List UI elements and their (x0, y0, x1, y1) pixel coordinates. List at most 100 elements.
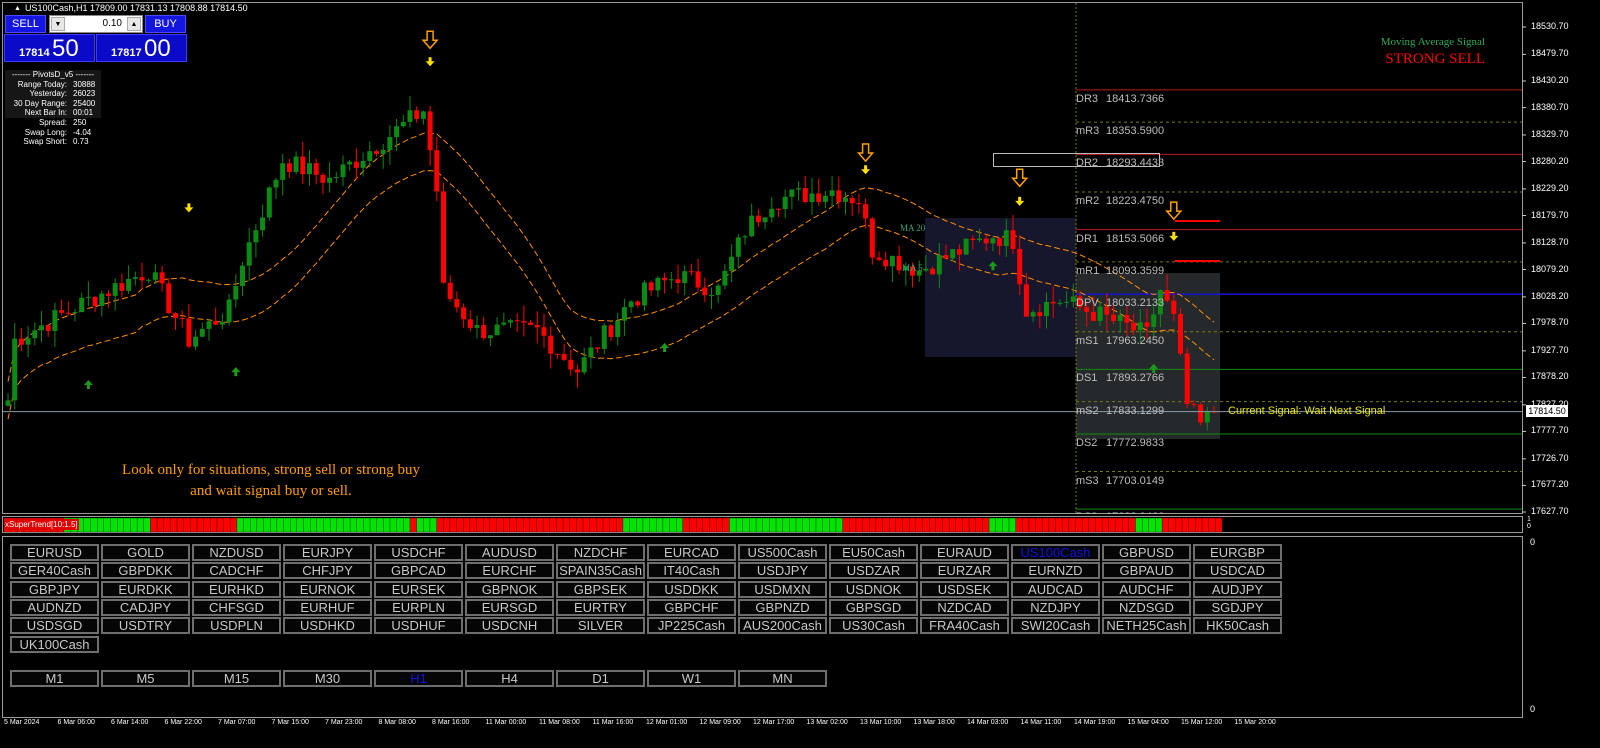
candle-body (789, 189, 795, 197)
symbol-panel-subwindow (2, 536, 1523, 718)
symbol-button-nzdchf[interactable]: NZDCHF (556, 544, 645, 561)
supertrend-bar (656, 517, 664, 533)
candle-body (883, 259, 889, 267)
symbol-button-usdnok[interactable]: USDNOK (829, 580, 918, 598)
symbol-button-nzdusd[interactable]: NZDUSD (192, 544, 281, 561)
timeframe-button-mn[interactable]: MN (738, 670, 827, 687)
buy-price-button[interactable]: 17817 00 (96, 34, 187, 62)
pivot-label-ms3: mS3 17703.0149 (1076, 475, 1164, 487)
lot-decrease-button[interactable]: ▼ (51, 17, 65, 31)
symbol-button-usdhuf[interactable]: USDHUF (374, 617, 463, 635)
symbol-button-eurgbp[interactable]: EURGBP (1193, 544, 1282, 561)
symbol-button-eurtry[interactable]: EURTRY (556, 598, 645, 616)
symbol-button-usdcad[interactable]: USDCAD (1193, 562, 1282, 580)
symbol-button-eurnok[interactable]: EURNOK (283, 580, 372, 598)
symbol-button-us30cash[interactable]: US30Cash (829, 617, 918, 635)
timeframe-button-m30[interactable]: M30 (283, 670, 372, 687)
symbol-button-hk50cash[interactable]: HK50Cash (1193, 617, 1282, 635)
timeframe-button-h1[interactable]: H1 (374, 670, 463, 687)
symbol-button-usdchf[interactable]: USDCHF (374, 544, 463, 561)
symbol-button-audjpy[interactable]: AUDJPY (1193, 580, 1282, 598)
symbol-button-eurdkk[interactable]: EURDKK (101, 580, 190, 598)
symbol-button-chfsgd[interactable]: CHFSGD (192, 598, 281, 616)
buy-button[interactable]: BUY (145, 15, 186, 33)
timeframe-button-h4[interactable]: H4 (465, 670, 554, 687)
symbol-button-neth25cash[interactable]: NETH25Cash (1102, 617, 1191, 635)
selected-object-outline[interactable] (993, 153, 1160, 167)
main-chart-frame[interactable] (2, 2, 1523, 514)
symbol-button-gbpsgd[interactable]: GBPSGD (829, 598, 918, 616)
symbol-button-eurhuf[interactable]: EURHUF (283, 598, 372, 616)
symbol-button-fra40cash[interactable]: FRA40Cash (920, 617, 1009, 635)
timeframe-button-m5[interactable]: M5 (101, 670, 190, 687)
symbol-button-gbpchf[interactable]: GBPCHF (647, 598, 736, 616)
symbol-button-ger40cash[interactable]: GER40Cash (10, 562, 99, 580)
symbol-button-nzdcad[interactable]: NZDCAD (920, 598, 1009, 616)
symbol-button-silver[interactable]: SILVER (556, 617, 645, 635)
symbol-button-nzdsgd[interactable]: NZDSGD (1102, 598, 1191, 616)
timeframe-button-m15[interactable]: M15 (192, 670, 281, 687)
symbol-button-uk100cash[interactable]: UK100Cash (10, 635, 99, 653)
symbol-button-gbpnok[interactable]: GBPNOK (465, 580, 554, 598)
symbol-button-cadjpy[interactable]: CADJPY (101, 598, 190, 616)
symbol-button-nzdjpy[interactable]: NZDJPY (1011, 598, 1100, 616)
timeframe-button-m1[interactable]: M1 (10, 670, 99, 687)
symbol-button-usdzar[interactable]: USDZAR (829, 562, 918, 580)
symbol-button-usddkk[interactable]: USDDKK (647, 580, 736, 598)
symbol-button-us100cash[interactable]: US100Cash (1011, 544, 1100, 561)
symbol-button-eurhkd[interactable]: EURHKD (192, 580, 281, 598)
symbol-button-usdsek[interactable]: USDSEK (920, 580, 1009, 598)
lot-value[interactable]: 0.10 (102, 18, 122, 29)
symbol-button-sgdjpy[interactable]: SGDJPY (1193, 598, 1282, 616)
symbol-button-audnzd[interactable]: AUDNZD (10, 598, 99, 616)
supertrend-bar (150, 517, 158, 533)
symbol-button-usdhkd[interactable]: USDHKD (283, 617, 372, 635)
symbol-button-chfjpy[interactable]: CHFJPY (283, 562, 372, 580)
timeframe-button-d1[interactable]: D1 (556, 670, 645, 687)
symbol-button-spain35cash[interactable]: SPAIN35Cash (556, 562, 645, 580)
symbol-button-eu50cash[interactable]: EU50Cash (829, 544, 918, 561)
price-axis-tick: 18430.20 (1531, 74, 1569, 85)
symbol-button-gbpdkk[interactable]: GBPDKK (101, 562, 190, 580)
symbol-button-usdsgd[interactable]: USDSGD (10, 617, 99, 635)
symbol-button-eurpln[interactable]: EURPLN (374, 598, 463, 616)
symbol-button-eurnzd[interactable]: EURNZD (1011, 562, 1100, 580)
lot-increase-button[interactable]: ▲ (127, 17, 141, 31)
symbol-button-eurjpy[interactable]: EURJPY (283, 544, 372, 561)
symbol-button-gold[interactable]: GOLD (101, 544, 190, 561)
symbol-button-eursgd[interactable]: EURSGD (465, 598, 554, 616)
symbol-button-usdtry[interactable]: USDTRY (101, 617, 190, 635)
symbol-button-eurusd[interactable]: EURUSD (10, 544, 99, 561)
symbol-button-usdpln[interactable]: USDPLN (192, 617, 281, 635)
lot-size-input[interactable]: ▼ 0.10 ▲ (49, 15, 143, 33)
symbol-button-gbpcad[interactable]: GBPCAD (374, 562, 463, 580)
symbol-button-eurzar[interactable]: EURZAR (920, 562, 1009, 580)
timeframe-button-w1[interactable]: W1 (647, 670, 736, 687)
symbol-button-usdmxn[interactable]: USDMXN (738, 580, 827, 598)
symbol-button-eurcad[interactable]: EURCAD (647, 544, 736, 561)
symbol-button-gbpjpy[interactable]: GBPJPY (10, 580, 99, 598)
sell-button[interactable]: SELL (5, 15, 46, 33)
symbol-button-gbpsek[interactable]: GBPSEK (556, 580, 645, 598)
sell-price-button[interactable]: 17814 50 (4, 34, 95, 62)
symbol-button-jp225cash[interactable]: JP225Cash (647, 617, 736, 635)
symbol-button-us500cash[interactable]: US500Cash (738, 544, 827, 561)
candle-body (280, 163, 286, 180)
symbol-button-audchf[interactable]: AUDCHF (1102, 580, 1191, 598)
symbol-button-cadchf[interactable]: CADCHF (192, 562, 281, 580)
symbol-button-audcad[interactable]: AUDCAD (1011, 580, 1100, 598)
symbol-button-gbpnzd[interactable]: GBPNZD (738, 598, 827, 616)
symbol-button-euraud[interactable]: EURAUD (920, 544, 1009, 561)
symbol-button-aus200cash[interactable]: AUS200Cash (738, 617, 827, 635)
symbol-button-usdjpy[interactable]: USDJPY (738, 562, 827, 580)
symbol-button-it40cash[interactable]: IT40Cash (647, 562, 736, 580)
symbol-button-usdcnh[interactable]: USDCNH (465, 617, 554, 635)
symbol-button-eurchf[interactable]: EURCHF (465, 562, 554, 580)
symbol-button-audusd[interactable]: AUDUSD (465, 544, 554, 561)
symbol-button-gbpaud[interactable]: GBPAUD (1102, 562, 1191, 580)
symbol-button-swi20cash[interactable]: SWI20Cash (1011, 617, 1100, 635)
symbol-button-eursek[interactable]: EURSEK (374, 580, 463, 598)
pivot-info-key: Next Bar In: (24, 108, 67, 118)
symbol-button-gbpusd[interactable]: GBPUSD (1102, 544, 1191, 561)
